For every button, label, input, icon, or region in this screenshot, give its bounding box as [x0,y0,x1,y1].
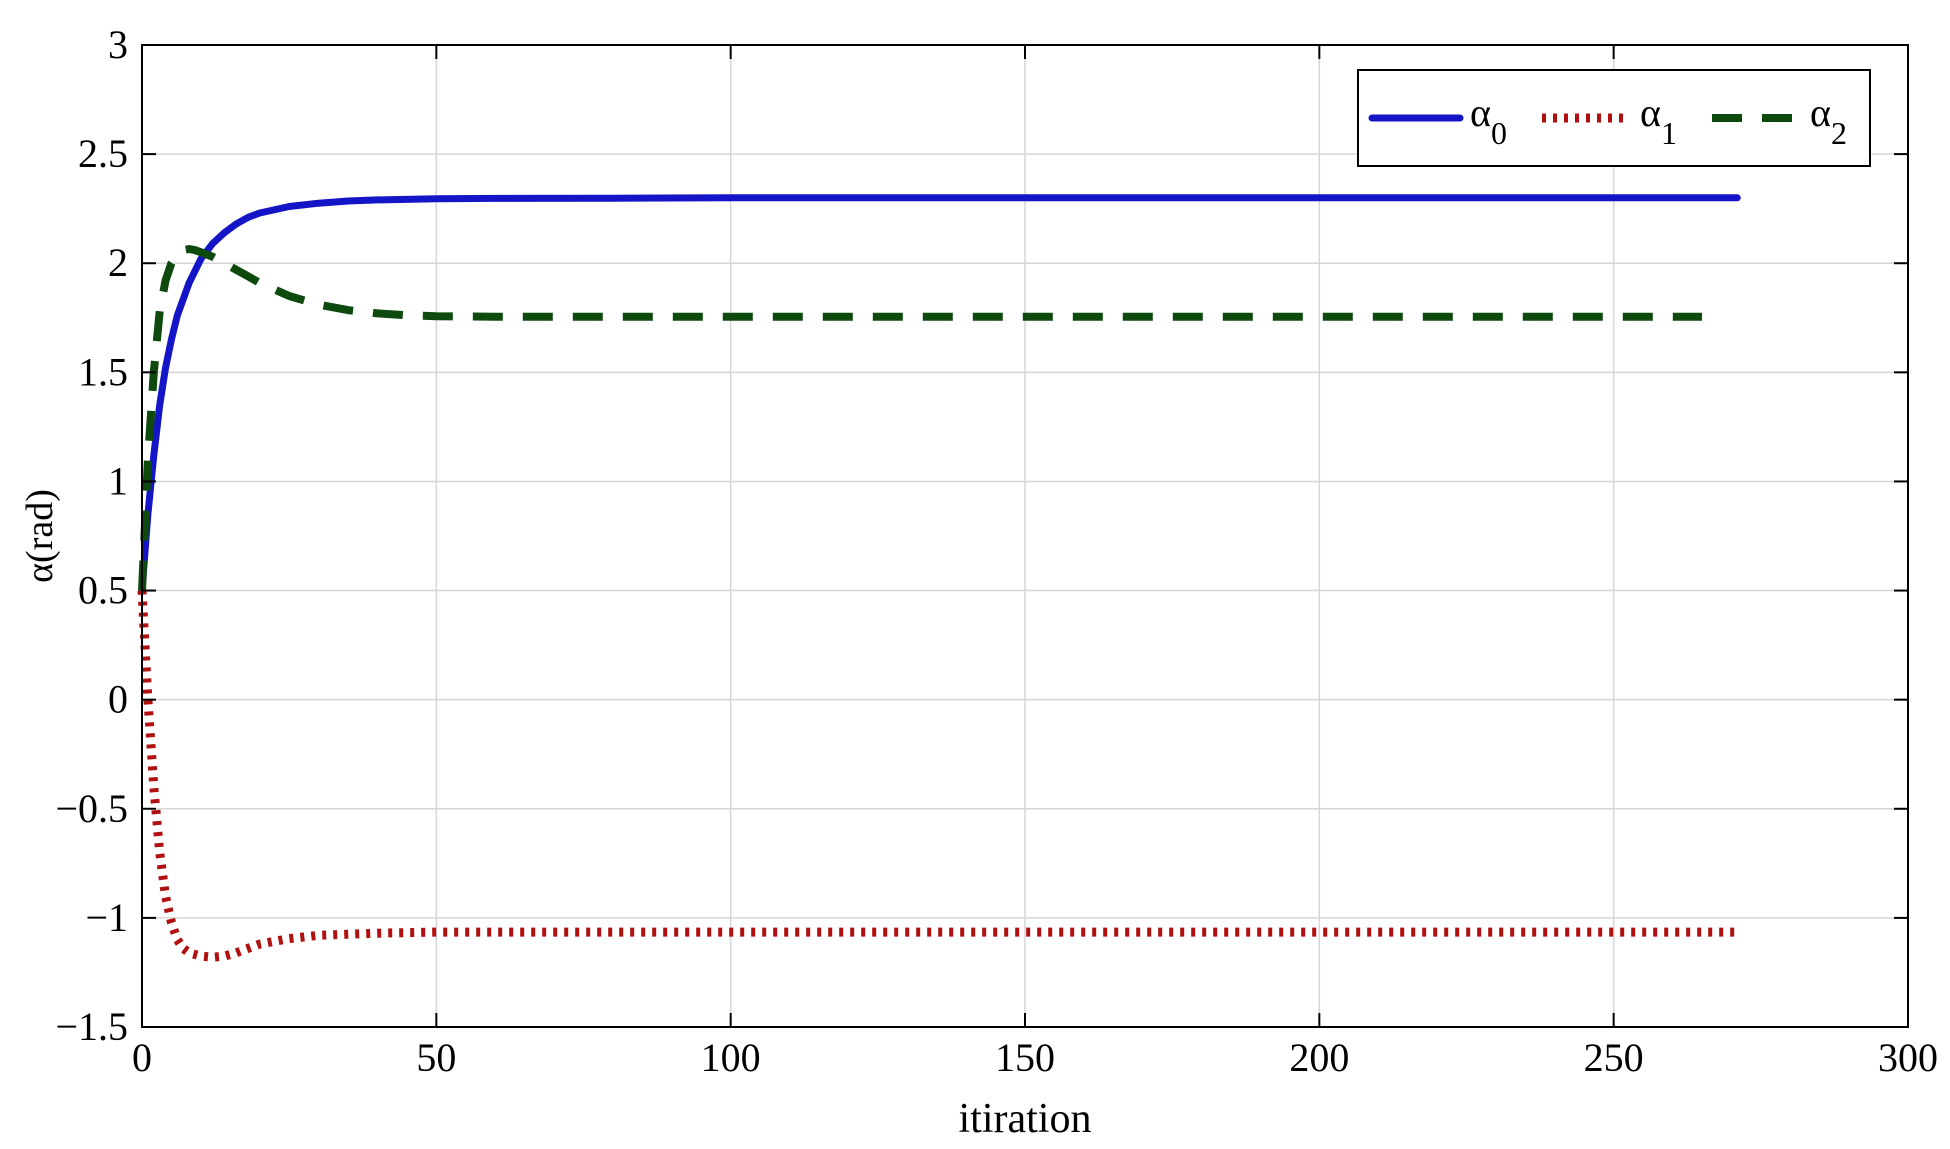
y-tick-label: 0.5 [78,568,128,613]
series-line-α2 [138,245,1702,591]
y-tick-label: −0.5 [55,786,128,831]
y-axis-label: α(rad) [19,489,61,583]
y-tick-label: 3 [108,22,128,67]
grid-lines [142,45,1908,1027]
y-tick-labels: −1.5 −1 −0.5 0 0.5 1 1.5 2 2.5 3 [55,22,128,1049]
y-tick-label: 1.5 [78,349,128,394]
x-tick-label: 0 [132,1035,152,1080]
x-tick-label: 150 [995,1035,1055,1080]
legend: α0 α1 α2 [1357,69,1871,167]
y-tick-label: −1 [85,895,128,940]
x-tick-label: 50 [416,1035,456,1080]
x-axis-label: itiration [959,1096,1092,1142]
y-tick-label: −1.5 [55,1004,128,1049]
x-tick-label: 200 [1289,1035,1349,1080]
x-tick-label: 300 [1878,1035,1938,1080]
y-tick-label: 2 [108,240,128,285]
y-tick-label: 2.5 [78,131,128,176]
y-tick-label: 0 [108,677,128,722]
x-tick-labels: 0 50 100 150 200 250 300 [132,1035,1938,1080]
series-layer [137,194,1741,962]
axis-ticks [141,44,1909,1028]
y-tick-label: 1 [108,458,128,503]
legend-label-subscript: 1 [1661,115,1677,151]
legend-label-subscript: 2 [1831,115,1847,151]
series-line-α1 [137,590,1738,962]
x-tick-label: 250 [1584,1035,1644,1080]
legend-label-subscript: 0 [1491,115,1507,151]
series-line-α0 [138,194,1741,595]
x-tick-label: 100 [701,1035,761,1080]
